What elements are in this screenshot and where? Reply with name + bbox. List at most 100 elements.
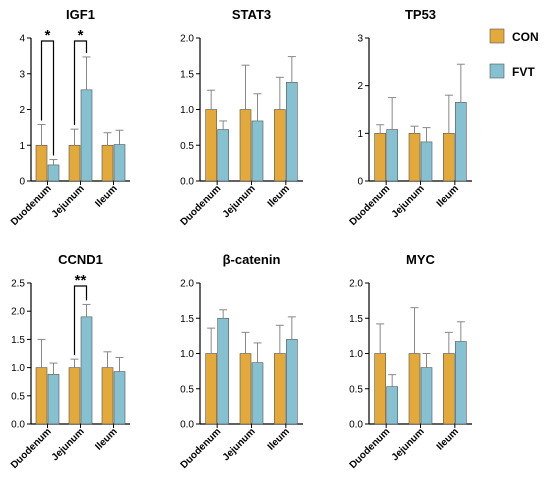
bar-fvt: [80, 89, 93, 182]
x-tick-label: Ileum: [93, 426, 119, 452]
y-tick-label: 0.5: [349, 384, 363, 395]
y-tick-label: 2: [19, 105, 25, 116]
bar-fvt: [286, 339, 298, 425]
bar-con: [374, 133, 386, 182]
bar-con: [274, 109, 286, 182]
x-tick-label: Jejunum: [390, 426, 427, 463]
x-tick-label: Duodenum: [348, 426, 393, 471]
bar-fvt: [386, 386, 398, 425]
bar-con: [443, 133, 455, 182]
bar-con: [408, 353, 421, 425]
x-tick-label: Ileum: [266, 426, 292, 452]
bar-con: [239, 353, 252, 425]
bar-con: [408, 133, 421, 182]
chart-title: IGF1: [66, 7, 95, 22]
y-tick-label: 0.5: [180, 384, 194, 395]
bar-fvt: [386, 129, 398, 182]
bar-con: [239, 109, 252, 182]
bar-con: [205, 109, 217, 182]
x-tick-label: Jejunum: [221, 183, 258, 220]
significance-label: *: [78, 27, 84, 44]
significance-label: *: [45, 27, 51, 44]
bar-fvt: [47, 164, 60, 182]
y-tick-label: 1.0: [11, 363, 25, 374]
x-tick-label: Jejunum: [221, 426, 258, 463]
y-tick-label: 3: [357, 34, 363, 45]
bar-fvt: [455, 341, 467, 425]
bar-con: [101, 144, 114, 182]
bar-fvt: [113, 144, 126, 182]
x-tick-label: Duodenum: [348, 183, 393, 228]
bar-con: [68, 144, 81, 182]
legend-item-con: CON: [489, 28, 539, 44]
bar-fvt: [455, 102, 467, 182]
y-tick-label: 0.5: [11, 391, 25, 402]
bar-con: [35, 367, 48, 425]
x-tick-label: Duodenum: [179, 426, 224, 471]
significance-bracket: [40, 40, 55, 156]
x-tick-label: Jejunum: [50, 183, 87, 220]
bar-fvt: [47, 374, 60, 425]
chart-title: CCND1: [58, 252, 103, 267]
bar-fvt: [80, 316, 93, 425]
y-tick-label: 1.5: [180, 314, 194, 325]
bar-fvt: [286, 82, 298, 182]
x-tick-label: Ileum: [435, 183, 461, 209]
significance-label: **: [75, 272, 87, 289]
y-tick-label: 1.0: [180, 105, 194, 116]
x-tick-label: Duodenum: [179, 183, 224, 228]
y-tick-label: 3: [19, 69, 25, 80]
significance-bracket: [73, 285, 88, 356]
legend-swatch: [489, 63, 505, 79]
bar-fvt: [420, 141, 433, 182]
y-tick-label: 4: [19, 34, 25, 45]
bar-con: [274, 353, 286, 425]
bar-con: [374, 353, 386, 425]
y-tick-label: 2.0: [349, 279, 363, 290]
bar-fvt: [420, 367, 433, 425]
legend-label: CON: [512, 30, 539, 44]
y-tick-label: 0: [357, 177, 363, 188]
y-tick-label: 2.5: [11, 279, 25, 290]
y-tick-label: 2.0: [11, 307, 25, 318]
y-tick-label: 1.0: [349, 349, 363, 360]
y-tick-label: 2: [357, 81, 363, 92]
x-tick-label: Ileum: [435, 426, 461, 452]
y-tick-label: 2.0: [180, 279, 194, 290]
y-tick-label: 1.5: [11, 335, 25, 346]
bar-fvt: [251, 120, 264, 182]
bar-con: [68, 367, 81, 425]
y-tick-label: 0.0: [11, 420, 25, 431]
bar-fvt: [217, 129, 229, 182]
y-tick-label: 1.5: [349, 314, 363, 325]
x-tick-label: Ileum: [93, 183, 119, 209]
y-tick-label: 1.5: [180, 69, 194, 80]
y-tick-label: 0.5: [180, 141, 194, 152]
bar-con: [35, 144, 48, 182]
bar-fvt: [113, 371, 126, 425]
y-tick-label: 1: [19, 141, 25, 152]
legend-swatch: [489, 28, 505, 44]
y-tick-label: 0.0: [180, 420, 194, 431]
significance-bracket: [73, 40, 88, 126]
x-tick-label: Ileum: [266, 183, 292, 209]
chart-title: β-catenin: [223, 252, 281, 267]
y-tick-label: 0.0: [349, 420, 363, 431]
y-tick-label: 0.0: [180, 177, 194, 188]
chart-title: STAT3: [232, 7, 271, 22]
x-tick-label: Jejunum: [390, 183, 427, 220]
chart-title: MYC: [406, 252, 436, 267]
x-tick-label: Duodenum: [9, 183, 54, 228]
y-tick-label: 1: [357, 129, 363, 140]
chart-title: TP53: [405, 7, 436, 22]
y-tick-label: 2.0: [180, 34, 194, 45]
y-tick-label: 1.0: [180, 349, 194, 360]
legend-item-fvt: FVT: [489, 63, 535, 79]
bar-fvt: [217, 317, 229, 425]
